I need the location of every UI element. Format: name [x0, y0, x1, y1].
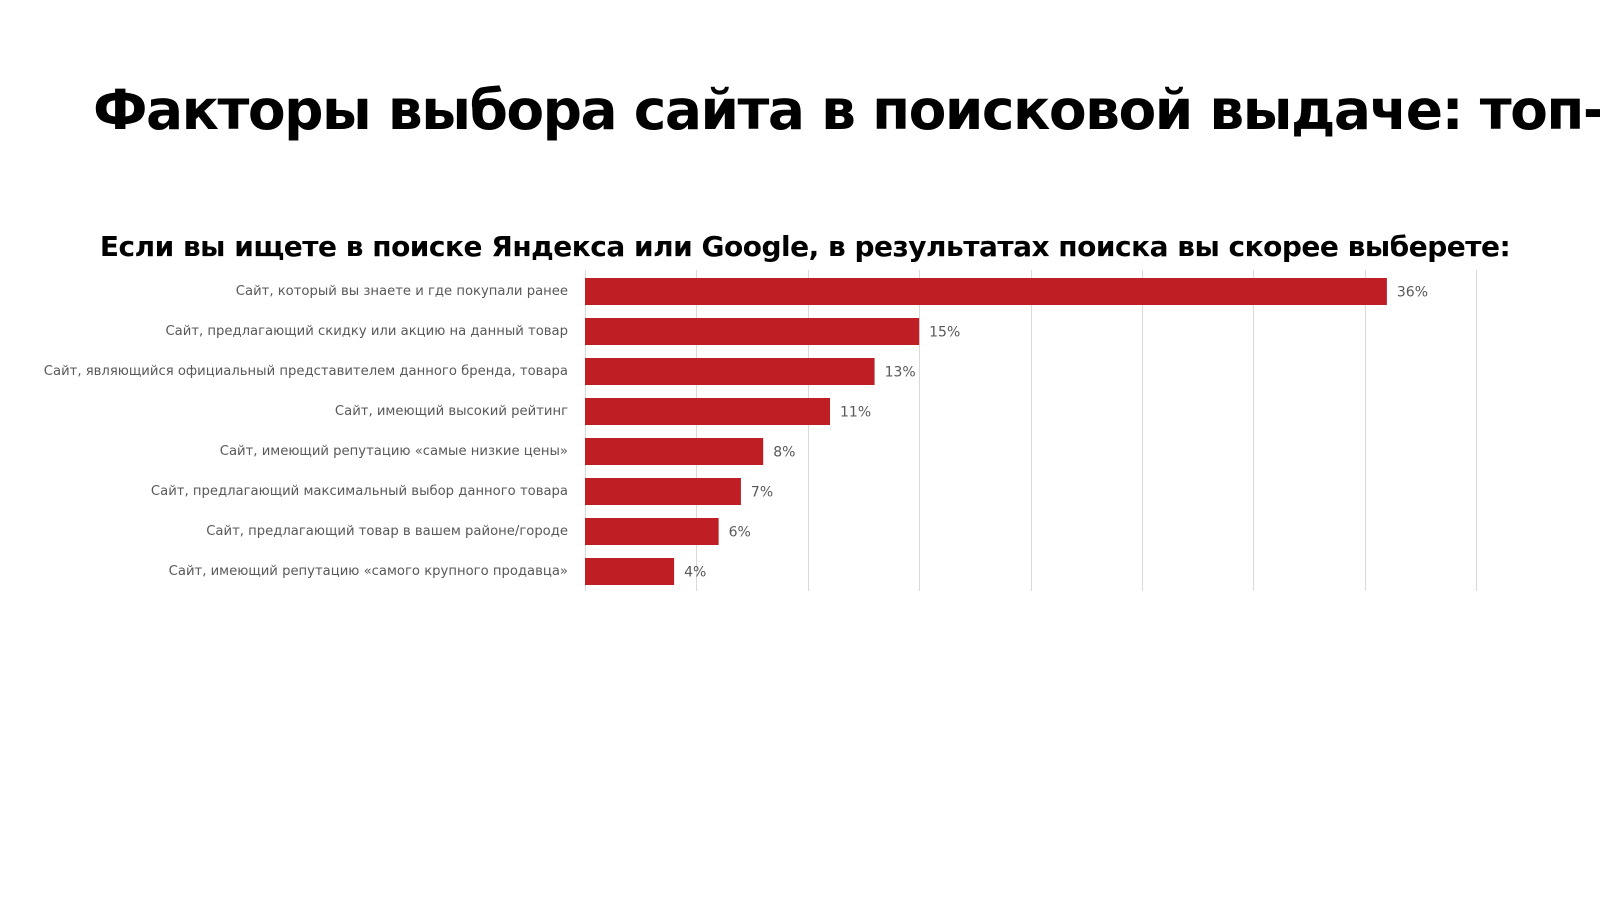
bar: [585, 558, 675, 585]
category-label: Сайт, являющийся официальный представите…: [44, 363, 568, 379]
value-label: 11%: [840, 405, 871, 421]
value-label: 13%: [885, 365, 916, 381]
bars: [585, 278, 1387, 585]
category-label: Сайт, предлагающий максимальный выбор да…: [151, 483, 568, 499]
value-label: 8%: [773, 445, 795, 461]
category-label: Сайт, предлагающий скидку или акцию на д…: [165, 324, 568, 339]
category-label: Сайт, имеющий репутацию «самого крупного…: [169, 564, 568, 579]
category-labels: Сайт, который вы знаете и где покупали р…: [44, 284, 568, 579]
gridlines: [585, 270, 1477, 591]
value-label: 15%: [929, 325, 960, 341]
category-label: Сайт, предлагающий товар в вашем районе/…: [206, 524, 568, 539]
bar: [585, 358, 875, 385]
bar: [585, 518, 719, 545]
value-labels: 36% 15% 13% 11% 8% 7% 6% 4%: [684, 285, 1428, 581]
category-label: Сайт, который вы знаете и где покупали р…: [236, 284, 568, 299]
bar: [585, 398, 831, 425]
value-label: 4%: [684, 565, 706, 581]
chart-title: Если вы ищете в поиске Яндекса или Googl…: [99, 230, 1511, 263]
slide-title: Факторы выбора сайта в поисковой выдаче:…: [93, 78, 1600, 142]
bar: [585, 478, 741, 505]
category-label: Сайт, имеющий репутацию «самые низкие це…: [220, 444, 568, 459]
bar: [585, 318, 920, 345]
bar: [585, 438, 764, 465]
category-label: Сайт, имеющий высокий рейтинг: [335, 404, 568, 419]
bar: [585, 278, 1387, 305]
value-label: 36%: [1397, 285, 1428, 301]
value-label: 6%: [729, 525, 751, 541]
value-label: 7%: [751, 485, 773, 501]
